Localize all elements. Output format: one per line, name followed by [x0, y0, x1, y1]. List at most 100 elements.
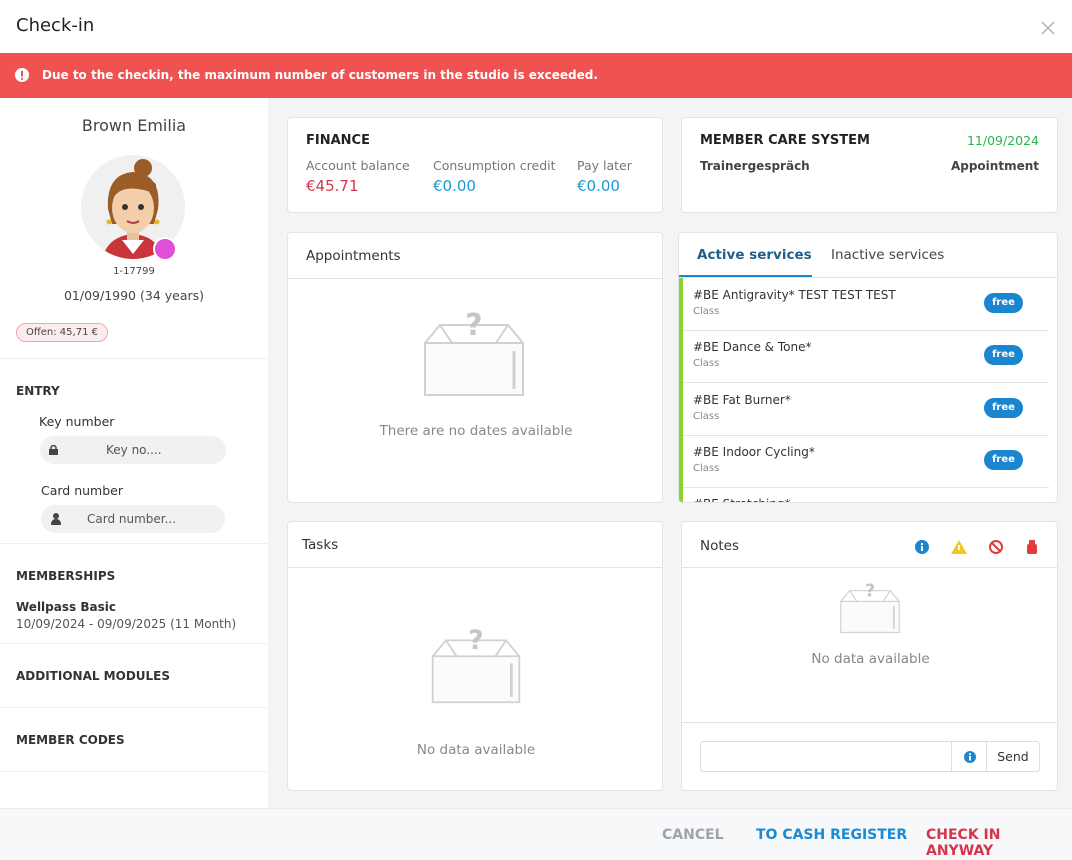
divider: [679, 277, 1057, 278]
service-item[interactable]: #BE Indoor Cycling* Class free: [679, 434, 1057, 488]
send-button[interactable]: Send: [997, 749, 1029, 764]
alert-bar: Due to the checkin, the maximum number o…: [0, 53, 1072, 98]
finance-item: Account balance €45.71: [306, 158, 410, 195]
service-item[interactable]: #BE Fat Burner* Class free: [679, 382, 1057, 436]
footer: [0, 808, 1072, 860]
svg-text:?: ?: [465, 311, 482, 343]
divider: [682, 567, 1057, 568]
status-bar: [679, 330, 683, 384]
membership-period: 10/09/2024 - 09/09/2025 (11 Month): [16, 617, 237, 631]
finance-item: Pay later €0.00: [577, 158, 632, 195]
info-icon[interactable]: [964, 751, 976, 763]
divider: [0, 707, 268, 708]
section-title[interactable]: MEMBER CODES: [16, 733, 125, 747]
check-in-button[interactable]: CHECK IN ANYWAY: [926, 827, 1001, 859]
divider: [288, 567, 662, 568]
divider: [683, 434, 1049, 436]
member-id: 1-17799: [113, 266, 155, 277]
divider: [288, 278, 662, 279]
cash-register-button[interactable]: TO CASH REGISTER: [756, 827, 908, 843]
service-item[interactable]: #BE Dance & Tone* Class free: [679, 330, 1057, 384]
tab-active[interactable]: Active services: [697, 247, 812, 263]
service-category: Class: [693, 306, 720, 317]
card-title: Tasks: [302, 537, 339, 553]
svg-text:?: ?: [468, 628, 483, 656]
section-title: MEMBERSHIPS: [16, 569, 116, 583]
service-name: #BE Stretching*: [693, 497, 791, 502]
card-placeholder: Card number...: [87, 512, 177, 526]
services-card: Active services Inactive services #BE An…: [678, 232, 1058, 503]
field-label: Card number: [41, 483, 124, 498]
dialog-title: Check-in: [16, 15, 95, 36]
status-bar: [679, 278, 683, 331]
card-title: MEMBER CARE SYSTEM: [700, 133, 870, 148]
care-topic: Trainergespräch: [700, 159, 810, 173]
service-category: Class: [693, 358, 720, 370]
appointments-card: Appointments ? There are no dates availa…: [287, 232, 663, 503]
note-input[interactable]: Send: [700, 741, 1040, 772]
finance-card: FINANCE Account balance €45.71 Consumption…: [287, 117, 663, 213]
tab-inactive[interactable]: Inactive services: [831, 247, 945, 263]
divider: [682, 722, 1057, 723]
divider: [986, 742, 987, 771]
service-name: #BE Fat Burner*: [693, 392, 791, 407]
finance-label: Consumption credit: [433, 158, 556, 173]
finance-value: €45.71: [306, 177, 359, 195]
status-bar: [679, 434, 683, 488]
key-placeholder: Key no....: [106, 443, 162, 457]
key-input[interactable]: Key no....: [40, 436, 226, 464]
close-button[interactable]: [1041, 21, 1055, 35]
card-title: Notes: [700, 538, 739, 554]
empty-icon: ?: [424, 311, 524, 396]
empty-message: There are no dates available: [379, 423, 573, 439]
divider: [683, 486, 1049, 488]
finance-item: Consumption credit €0.00: [433, 158, 556, 195]
card-title: FINANCE: [306, 133, 370, 148]
service-badge: free: [984, 397, 1023, 418]
finance-label: Pay later: [577, 158, 632, 173]
divider: [0, 643, 268, 644]
alert-message: Due to the checkin, the maximum number o…: [42, 68, 598, 82]
lock-icon: [49, 445, 58, 455]
member-name: Brown Emilia: [81, 116, 187, 135]
section-title[interactable]: ADDITIONAL MODULES: [16, 669, 171, 683]
svg-text:?: ?: [865, 582, 875, 602]
service-list: #BE Antigravity* TEST TEST TEST Class free…: [679, 278, 1057, 502]
status-bar: [679, 382, 683, 436]
empty-message: No data available: [811, 651, 930, 667]
membership-name: Wellpass Basic: [16, 600, 116, 614]
empty-icon: ?: [431, 628, 521, 704]
service-item[interactable]: #BE Stretching*: [679, 487, 1057, 502]
service-badge: free: [984, 449, 1023, 470]
alert-icon: [15, 68, 29, 82]
cancel-button[interactable]: CANCEL: [662, 827, 724, 843]
note-type-icons[interactable]: [914, 539, 1044, 555]
status-bar: [679, 487, 683, 502]
divider: [0, 771, 268, 772]
divider: [0, 358, 268, 359]
tasks-card: Tasks ? No data available: [287, 521, 663, 791]
empty-message: No data available: [416, 742, 536, 758]
service-name: #BE Dance & Tone*: [693, 340, 812, 355]
divider: [951, 742, 952, 771]
service-name: #BE Indoor Cycling*: [693, 444, 815, 459]
empty-icon: ?: [840, 582, 900, 634]
avatar: [81, 155, 185, 261]
service-name: #BE Antigravity* TEST TEST TEST: [693, 288, 896, 302]
member-birth: 01/09/1990 (34 years): [63, 288, 205, 303]
notes-card: Notes ? No data available Send: [681, 521, 1058, 791]
service-badge: free: [984, 345, 1023, 366]
finance-value: €0.00: [577, 177, 620, 195]
service-badge: free: [984, 293, 1023, 313]
divider: [0, 543, 268, 544]
tab-underline: [679, 275, 812, 277]
section-title: ENTRY: [16, 384, 60, 398]
service-item[interactable]: #BE Antigravity* TEST TEST TEST Class free: [679, 278, 1057, 331]
card-input[interactable]: Card number...: [41, 505, 225, 533]
field-label: Key number: [39, 414, 115, 429]
person-icon: [51, 513, 61, 525]
open-balance-badge: Offen: 45,71 €: [16, 323, 108, 342]
member-care-card: MEMBER CARE SYSTEM 11/09/2024 Trainerges…: [681, 117, 1058, 213]
card-title: Appointments: [306, 248, 401, 264]
